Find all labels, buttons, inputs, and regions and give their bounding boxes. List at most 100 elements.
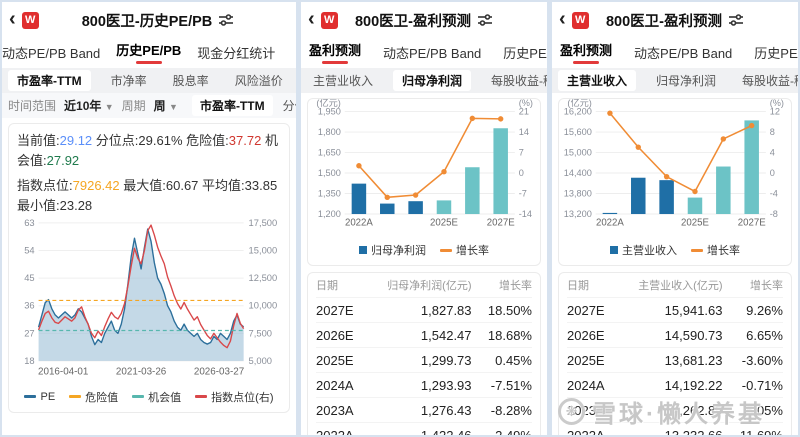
metric-toggle-quantile[interactable]: 分位点	[282, 99, 296, 113]
tab-profit-forecast[interactable]: 盈利预测	[560, 40, 612, 64]
subtab-dividend-yield[interactable]: 股息率	[172, 74, 209, 88]
period-label: 周期	[121, 99, 146, 113]
subtab-eps-diluted[interactable]: 每股收益-稀释	[742, 74, 798, 88]
table-cell: 18.50%	[487, 302, 532, 318]
table-cell: 6.65%	[746, 327, 783, 343]
svg-text:16,200: 16,200	[564, 106, 592, 116]
table-cell: 15,941.63	[664, 302, 723, 318]
header-history: ‹ W 800医卫-历史PE/PB	[2, 2, 296, 38]
svg-text:2025E: 2025E	[430, 218, 458, 229]
table-cell: 2023A	[316, 402, 354, 418]
revenue-bar-line-chart[interactable]: 13,200 -8 13,800 -4 14,400 0 15,000 4 15,600 8 16,…	[559, 99, 791, 240]
tab-dynamic-pepb-band[interactable]: 动态PE/PB Band	[383, 45, 482, 61]
table-header: 日期 主营业收入(亿元) 增长率	[567, 273, 783, 297]
legend-revenue[interactable]: 主营业收入	[610, 242, 677, 258]
table-row: 2022A13,232.6611.69%	[567, 422, 783, 435]
header-left-group: ‹ W	[9, 8, 39, 30]
period-dropdown[interactable]: 周 ▼	[153, 99, 178, 113]
header-left-group: ‹ W	[308, 8, 338, 30]
svg-text:14,400: 14,400	[564, 168, 592, 178]
legend-pe[interactable]: PE	[24, 391, 55, 403]
table-cell: 14,590.73	[664, 327, 723, 343]
svg-text:1,950: 1,950	[318, 106, 341, 116]
range-dropdown[interactable]: 近10年 ▼	[64, 99, 114, 113]
svg-text:(%): (%)	[770, 99, 784, 108]
tab-bar: 动态PE/PB Band 历史PE/PB 现金分红统计	[2, 38, 296, 66]
history-pe-line-chart[interactable]: 18 5,000 27 7,500 36 10,000 45 12,500 54 15,000 63…	[9, 217, 289, 387]
back-button[interactable]: ‹	[308, 8, 315, 30]
subtab-net-profit[interactable]: 归母净利润	[393, 70, 472, 91]
svg-text:63: 63	[24, 218, 34, 228]
table-row: 2026E 1,542.47 18.68%	[316, 322, 532, 347]
svg-text:36: 36	[24, 301, 34, 311]
svg-text:2027E: 2027E	[487, 218, 515, 229]
svg-text:-4: -4	[770, 188, 778, 198]
legend-index-level[interactable]: 指数点位(右)	[195, 389, 274, 405]
table-cell: 1,542.47	[420, 327, 472, 343]
svg-text:1,800: 1,800	[318, 127, 341, 137]
legend-growth-rate[interactable]: 增长率	[440, 242, 489, 258]
page-title: 800医卫-盈利预测	[354, 13, 472, 30]
svg-text:21: 21	[519, 106, 529, 116]
tab-history-pepb[interactable]: 历史PE/PB	[754, 45, 798, 61]
svg-text:2025E: 2025E	[681, 218, 709, 229]
tab-dynamic-pepb-band[interactable]: 动态PE/PB Band	[634, 45, 733, 61]
pe-stats-line2: 指数点位:7926.42 最大值:60.67 平均值:33.85 最小值:23.…	[17, 178, 278, 213]
tab-history-pepb[interactable]: 历史PE/PB	[116, 40, 181, 64]
settings-sliders-icon[interactable]	[477, 13, 493, 27]
settings-sliders-icon[interactable]	[218, 13, 234, 27]
svg-text:2022A: 2022A	[345, 218, 373, 229]
svg-text:2026-03-27: 2026-03-27	[194, 367, 244, 378]
subtab-bar: 主营业收入 归母净利润 每股收益-稀释 PE	[552, 68, 798, 93]
table-row: 2027E 1,827.83 18.50%	[316, 297, 532, 322]
metric-toggle-pe-ttm[interactable]: 市盈率-TTM	[191, 95, 273, 116]
svg-text:12: 12	[770, 106, 780, 116]
col-growth: 增长率	[498, 280, 532, 293]
wind-app-logo: W	[320, 11, 338, 29]
back-button[interactable]: ‹	[9, 8, 16, 30]
table-row: 2024A 14,192.22 -0.71%	[567, 372, 783, 397]
tab-history-pepb[interactable]: 历史PE/PB	[503, 45, 547, 61]
svg-text:(亿元): (亿元)	[567, 99, 591, 108]
svg-text:2016-04-01: 2016-04-01	[38, 367, 88, 378]
table-cell: 5.05%	[746, 402, 783, 418]
table-cell: 2022A	[567, 428, 623, 435]
svg-text:2027E: 2027E	[738, 218, 766, 229]
tab-profit-forecast[interactable]: 盈利预测	[309, 40, 361, 64]
subtab-revenue[interactable]: 主营业收入	[313, 74, 374, 88]
subtab-net-profit[interactable]: 归母净利润	[656, 74, 717, 88]
profit-bar-line-chart[interactable]: 1,200 -14 1,350 -7 1,500 0 1,650 7 1,800 14 1,950 2…	[308, 99, 540, 240]
subtab-pe-ttm[interactable]: 市盈率-TTM	[8, 70, 91, 91]
table-cell: 2026E	[316, 327, 354, 343]
legend-danger[interactable]: 危险值	[69, 389, 118, 405]
tab-dynamic-pepb-band[interactable]: 动态PE/PB Band	[2, 45, 101, 61]
table-cell: 2022A	[316, 428, 372, 435]
subtab-bar: 市盈率-TTM 市净率 股息率 风险溢价 指数点位	[2, 68, 296, 93]
settings-sliders-icon[interactable]	[728, 13, 744, 27]
svg-text:27: 27	[24, 328, 34, 338]
panel-profit-forecast: ‹ W 800医卫-盈利预测 盈利预测 动态PE/PB Band 历史PE/PB…	[301, 2, 547, 435]
table-cell: -0.71%	[741, 377, 783, 393]
pe-chart-card: 当前值:29.12 分位点:29.61% 危险值:37.72 机会值:27.92…	[8, 123, 290, 413]
svg-text:18: 18	[24, 356, 34, 366]
page-title: 800医卫-盈利预测	[605, 13, 723, 30]
legend-growth-rate[interactable]: 增长率	[691, 242, 740, 258]
svg-text:-7: -7	[519, 188, 527, 198]
col-growth: 增长率	[749, 280, 783, 293]
subtab-revenue[interactable]: 主营业收入	[558, 70, 637, 91]
col-net-profit: 归母净利润(亿元)	[387, 280, 472, 293]
svg-text:13,200: 13,200	[564, 209, 592, 219]
page-title: 800医卫-历史PE/PB	[81, 13, 213, 30]
subtab-pb[interactable]: 市净率	[110, 74, 147, 88]
legend-net-profit[interactable]: 归母净利润	[359, 242, 426, 258]
svg-text:54: 54	[24, 245, 34, 255]
back-button[interactable]: ‹	[559, 8, 566, 30]
profit-table: 日期 归母净利润(亿元) 增长率 2027E 1,827.83 18.50% 2026…	[307, 272, 541, 435]
subtab-eps-diluted[interactable]: 每股收益-稀释	[491, 74, 547, 88]
legend-opportunity[interactable]: 机会值	[132, 389, 181, 405]
subtab-risk-premium[interactable]: 风险溢价	[234, 74, 283, 88]
table-row: 2024A 1,293.93 -7.51%	[316, 372, 532, 397]
table-cell: 2024A	[567, 377, 605, 393]
panel-history-pepb: ‹ W 800医卫-历史PE/PB 动态PE/PB Band 历史PE/PB 现…	[2, 2, 296, 435]
tab-cash-dividend[interactable]: 现金分红统计	[197, 45, 276, 61]
